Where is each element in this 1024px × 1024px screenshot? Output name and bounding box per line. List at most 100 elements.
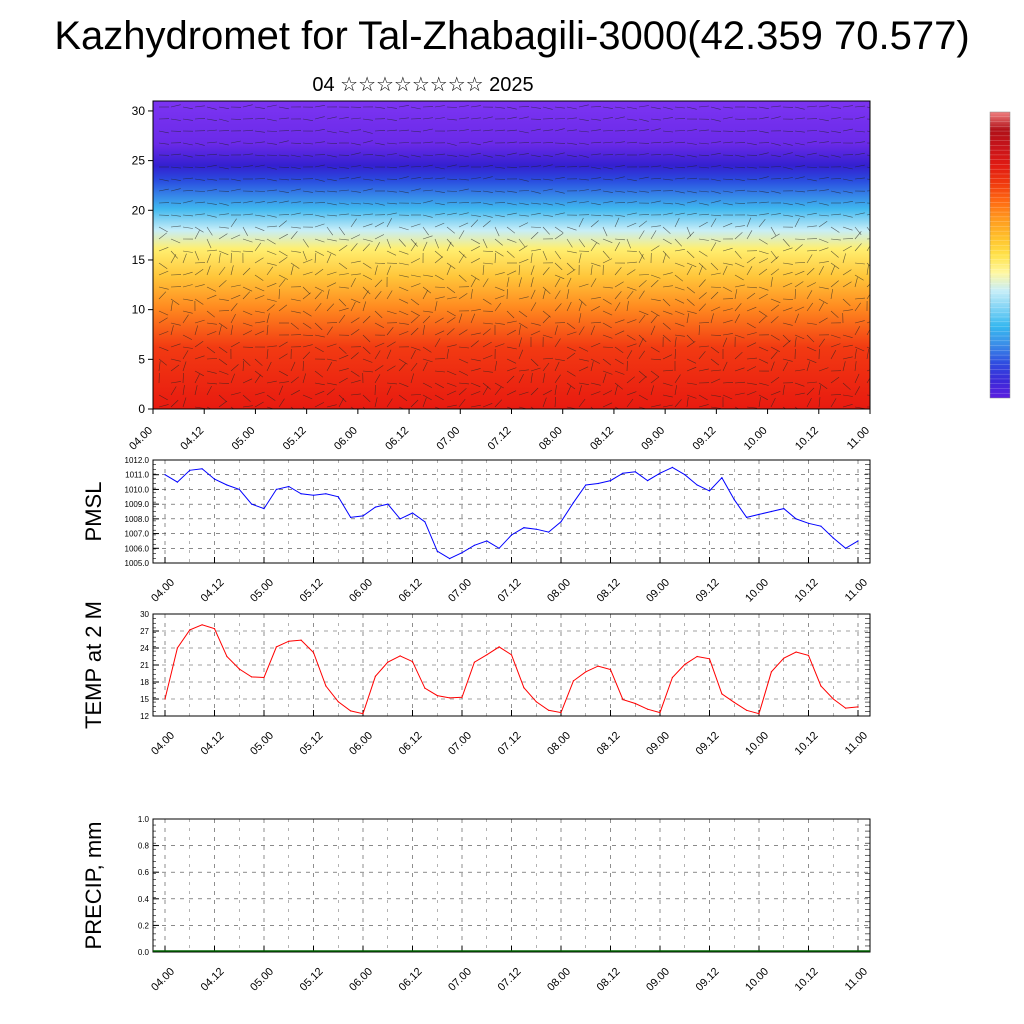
wind-vector [254, 178, 266, 180]
wind-vector [218, 233, 228, 240]
wind-vector [410, 177, 421, 180]
wind-vector [398, 382, 409, 387]
wind-vector [614, 202, 626, 204]
wind-vector [158, 358, 167, 366]
wind-vector [446, 178, 458, 180]
wind-vector [710, 118, 721, 122]
wind-vector [278, 140, 289, 144]
wind-vector [302, 190, 313, 193]
wind-vector [602, 373, 607, 384]
wind-vector [842, 128, 853, 132]
wind-vector [518, 130, 529, 134]
wind-vector [314, 190, 326, 193]
wind-vector [326, 226, 334, 236]
wind-vector [782, 298, 794, 300]
wind-vector [662, 382, 673, 387]
wind-vector [446, 296, 457, 300]
wind-vector [662, 154, 674, 156]
wind-vector [482, 298, 492, 305]
wind-vector [398, 310, 409, 316]
wind-vector [386, 218, 392, 228]
wind-vector [338, 189, 350, 192]
wind-vector [374, 342, 385, 348]
wind-vector [362, 140, 373, 144]
wind-vector [446, 118, 457, 121]
x-tick-label: 09.12 [694, 730, 722, 758]
wind-vector [170, 358, 181, 362]
x-tick-label: 09.00 [644, 730, 672, 758]
wind-vector [194, 341, 204, 348]
wind-vector [314, 346, 324, 353]
wind-vector [614, 302, 621, 312]
wind-vector [638, 118, 649, 122]
wind-vector [206, 253, 211, 264]
wind-vector [698, 213, 710, 216]
data-point [684, 474, 686, 476]
wind-vector [854, 243, 862, 252]
wind-vector [770, 116, 781, 120]
wind-vectors [158, 104, 870, 409]
wind-vector [482, 214, 493, 218]
wind-vector [662, 310, 673, 315]
x-tick-label: 05.00 [248, 730, 276, 758]
wind-vector [782, 130, 794, 132]
data-point [461, 552, 463, 554]
wind-vector [734, 406, 740, 409]
x-tick-label: 09.00 [644, 577, 672, 605]
wind-vector [326, 322, 338, 324]
wind-vector [254, 401, 264, 408]
wind-vector [422, 397, 427, 408]
x-tick-label: 08.12 [595, 730, 623, 758]
wind-vector [614, 190, 625, 193]
wind-vector [158, 394, 168, 401]
wind-vector [278, 178, 290, 181]
wind-vector [482, 176, 493, 180]
wind-vector [722, 222, 733, 228]
wind-vector [446, 130, 458, 132]
wind-vector [446, 106, 458, 108]
data-point [461, 696, 463, 698]
wind-vector [410, 394, 422, 396]
wind-vector [398, 190, 409, 194]
wind-vector [782, 358, 793, 362]
wind-vector [722, 247, 733, 252]
data-point [300, 639, 302, 641]
wind-vector [434, 370, 446, 373]
x-tick-label: 06.12 [383, 425, 411, 453]
wind-vector [578, 130, 589, 133]
wind-vector [206, 106, 217, 110]
wind-vector [614, 291, 622, 300]
wind-vector [554, 396, 556, 408]
wind-vector [338, 244, 348, 252]
wind-vector [350, 370, 360, 377]
wind-vector [338, 238, 349, 241]
wind-vector [206, 178, 217, 181]
wind-vector [842, 281, 852, 288]
wind-vector [818, 220, 828, 228]
wind-vector [170, 386, 177, 396]
x-tick-label: 07.00 [446, 730, 474, 758]
wind-vector [326, 154, 337, 158]
wind-vector [746, 357, 758, 360]
wind-vector [590, 297, 601, 300]
wind-vector [278, 288, 280, 300]
wind-vector [290, 262, 300, 269]
wind-vector [290, 298, 301, 302]
wind-vector [182, 190, 194, 192]
wind-vector [842, 238, 854, 240]
wind-vector [314, 105, 325, 108]
wind-vector [266, 324, 269, 336]
wind-vector [566, 385, 572, 396]
x-tick-label: 10.12 [793, 577, 821, 605]
x-tick-label: 06.12 [397, 966, 425, 994]
y-tick-label: 0.4 [138, 895, 150, 904]
wind-vector [614, 406, 620, 409]
wind-vector [182, 200, 193, 204]
wind-vector [674, 298, 685, 304]
wind-vector [746, 178, 758, 181]
wind-vector [710, 106, 721, 110]
y-tick-label: 15 [132, 253, 146, 267]
wind-vector [362, 118, 373, 121]
wind-vector [746, 166, 757, 169]
wind-vector [170, 298, 180, 305]
